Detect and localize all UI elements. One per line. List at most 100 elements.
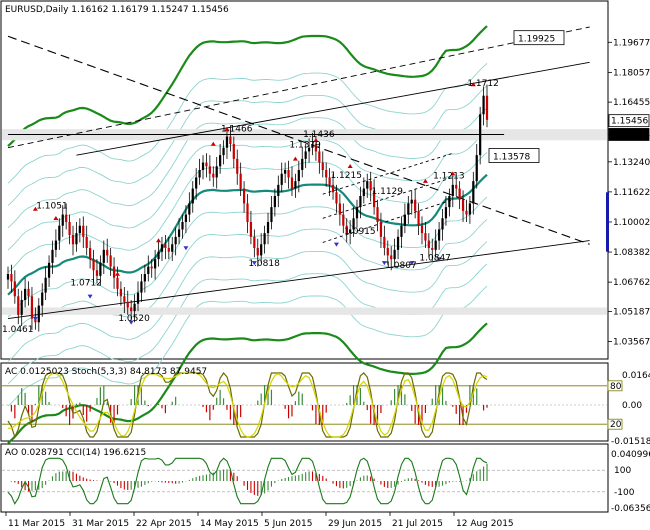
candle-body [431, 248, 434, 250]
candle-body [331, 184, 335, 193]
candle-body [119, 288, 123, 297]
time-tick-label: 14 May 2015 [200, 519, 259, 529]
candle-body [85, 236, 88, 248]
fractal-up-marker [156, 238, 162, 243]
candle-body [23, 288, 27, 300]
candle-body [465, 210, 468, 215]
main-panel-frame [0, 0, 609, 360]
candle-body [366, 181, 369, 189]
candle-body [157, 251, 160, 260]
ac-axis-label: -0.015182 [611, 437, 650, 447]
current-price-box [608, 128, 650, 141]
candle-body [212, 173, 215, 178]
candle-body [41, 292, 44, 306]
candle-body [246, 203, 249, 222]
candle-body [184, 214, 188, 222]
envelope-band-line [7, 285, 488, 407]
candle-body [47, 262, 51, 278]
candle-body [369, 181, 372, 191]
candle-body [54, 240, 58, 250]
candle-body [321, 162, 324, 170]
envelope-lower-outer-line [7, 322, 488, 445]
candle-body [287, 170, 290, 178]
level-boxes: 1.19925 1.13578 [488, 30, 565, 163]
time-tick-label: 21 Jul 2015 [392, 519, 443, 529]
price-tick-label: 1.13240 [613, 158, 650, 168]
level-box-label: 1.13578 [493, 153, 530, 163]
candle-body [461, 199, 465, 211]
candle-body [215, 166, 218, 178]
candle-body [30, 296, 34, 319]
fractal-markers [32, 82, 476, 325]
candle-body [106, 249, 109, 256]
price-annotation-label: 1.1213 [433, 171, 465, 181]
candle-body [280, 173, 283, 185]
candle-body [188, 203, 191, 215]
candle-body [27, 288, 30, 297]
fractal-down-marker [436, 257, 442, 262]
trend-lines [7, 26, 590, 320]
price-annotations: 1.0461 1.1051 1.0712 1.0520 1.1466 1.13791.14… [2, 79, 499, 335]
fractal-up-marker [422, 178, 428, 183]
candle-body [396, 236, 400, 250]
candle-body [51, 249, 54, 263]
axis-volume-marker [606, 192, 609, 252]
fractal-up-marker [210, 141, 216, 146]
time-tick-label: 22 Apr 2015 [136, 519, 192, 529]
cci-line [7, 457, 488, 505]
candle-body [20, 300, 23, 315]
price-annotation-label: 1.1129 [372, 187, 404, 197]
candle-body [177, 229, 181, 237]
candle-body [434, 240, 437, 250]
candle-body [222, 147, 225, 156]
price-annotation-label: 1.1215 [330, 171, 362, 181]
stoch-level-box [607, 380, 623, 392]
candle-body [335, 192, 338, 204]
stoch-level-label: 20 [610, 420, 622, 430]
fractal-up-marker [450, 171, 456, 176]
stoch-level-box [607, 418, 623, 430]
ao-cci-plot: 0.040996 100 -100 -0.063560 [2, 450, 650, 514]
candle-body [6, 274, 10, 280]
time-tick-label: 12 Aug 2015 [456, 519, 514, 529]
fractal-up-marker [347, 164, 353, 168]
candle-body [393, 249, 396, 260]
candle-body [328, 177, 331, 185]
price-annotation-label: 1.0712 [70, 278, 102, 288]
candle-body [359, 196, 362, 208]
candle-body [482, 95, 485, 115]
candle-body [260, 244, 263, 256]
candle-body [75, 233, 78, 245]
fractal-up-marker [292, 156, 298, 161]
price-tick-label: 1.03567 [613, 337, 650, 347]
candle-body [239, 173, 242, 189]
price-tick-label: 1.06762 [613, 278, 650, 288]
candle-body [362, 188, 365, 196]
ao-cci-axis-label: -100 [614, 488, 635, 498]
inner-dotted-line-3 [322, 199, 453, 243]
candle-body [451, 184, 454, 196]
lower-channel-line [7, 240, 590, 320]
price-annotation-label: 1.0818 [248, 259, 280, 269]
fractal-up-marker [53, 216, 59, 220]
candle-body [147, 266, 150, 274]
candle-body [78, 225, 81, 234]
candle-body [133, 303, 136, 312]
candle-body [407, 203, 410, 215]
ao-cci-panel-frame [0, 443, 609, 513]
ac-axis-label: 0.016473 [622, 371, 650, 381]
ao-cci-header: AO 0.028791 CCI(14) 196.6215 [5, 448, 146, 458]
candle-body [284, 170, 287, 174]
candle-body [140, 281, 143, 293]
candle-body [277, 184, 280, 196]
candle-body [390, 255, 393, 260]
candle-body [112, 266, 116, 278]
candle-body [201, 162, 205, 170]
candle-body [414, 199, 417, 211]
fractal-down-marker [128, 320, 134, 325]
candle-body [263, 233, 266, 245]
candle-body [167, 248, 170, 252]
candle-body [68, 222, 71, 235]
